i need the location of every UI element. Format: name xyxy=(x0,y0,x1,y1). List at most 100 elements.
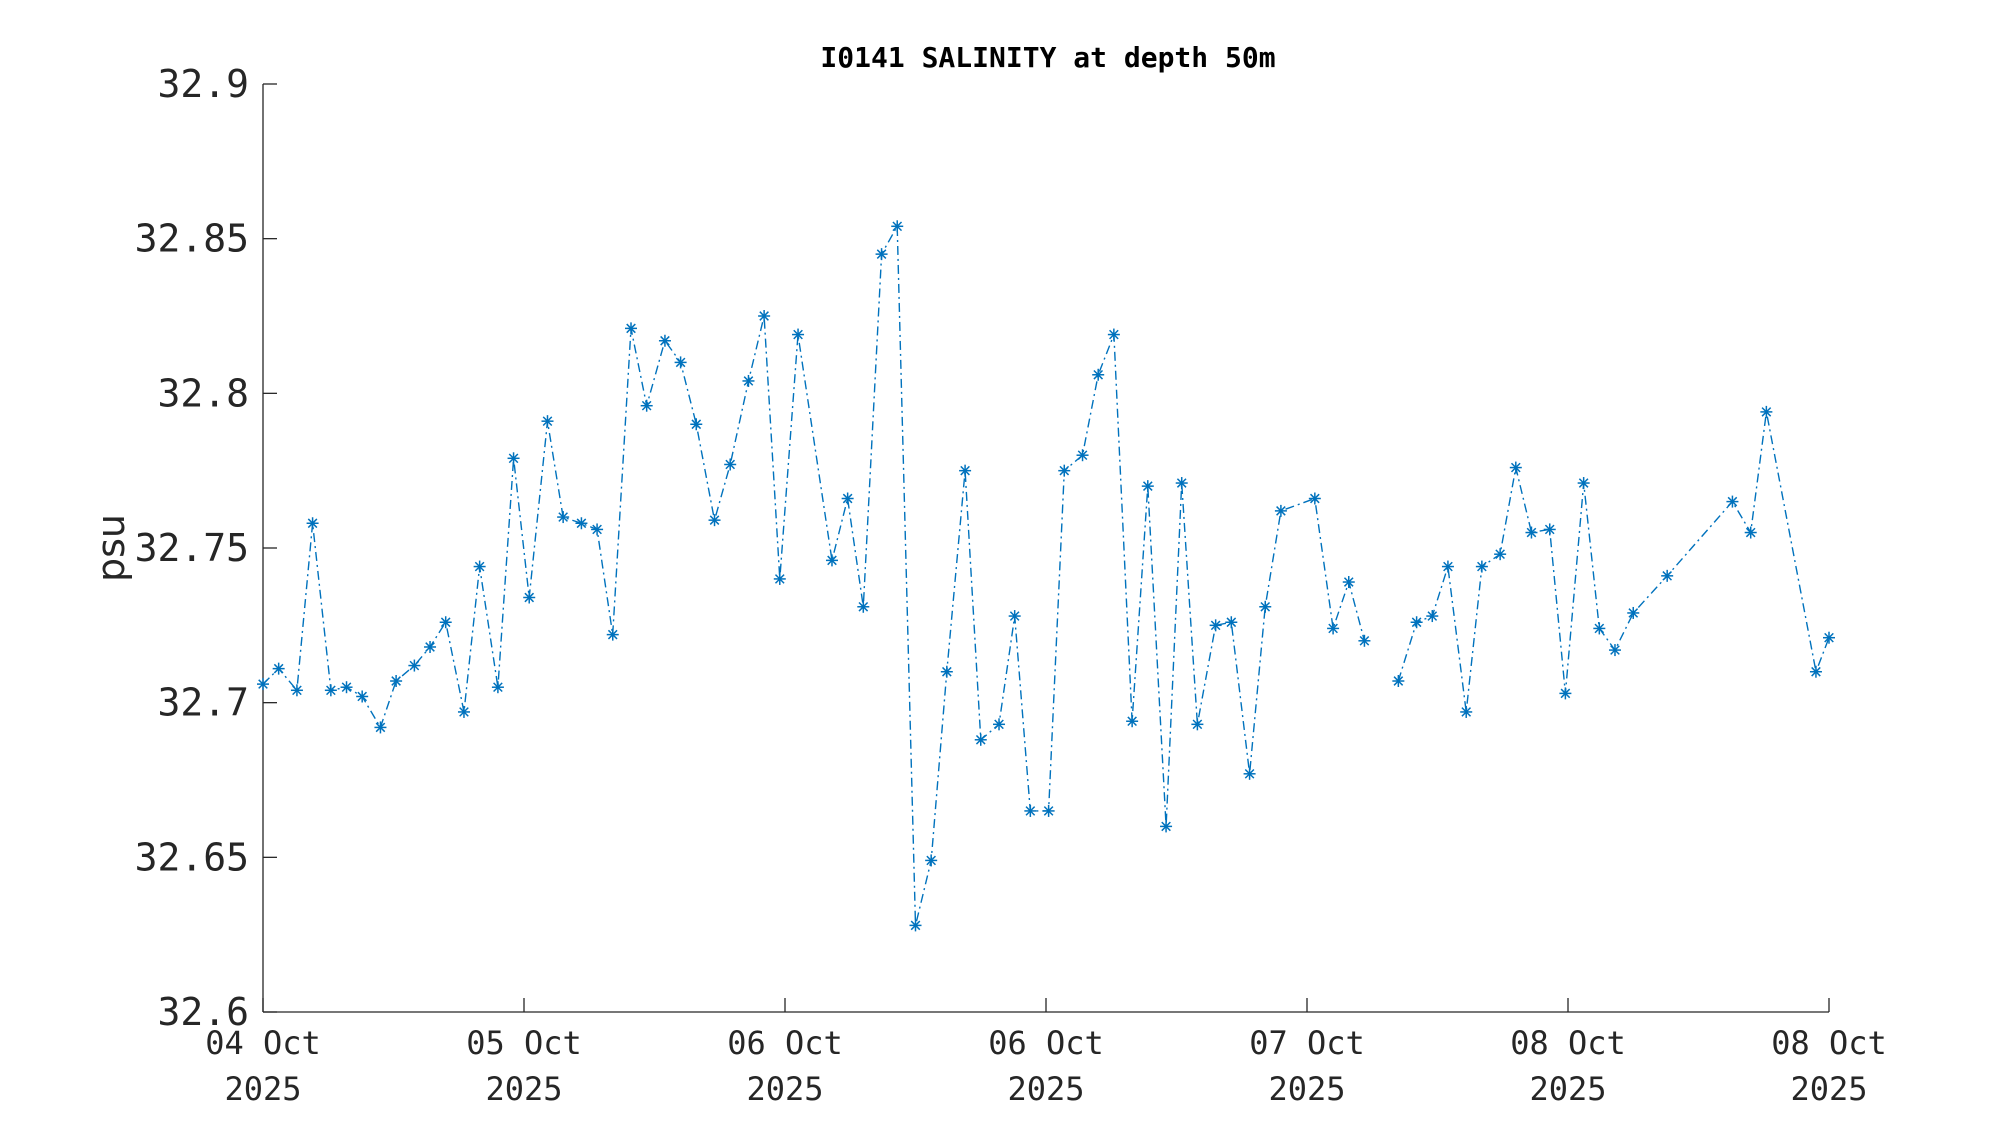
data-point xyxy=(640,399,653,412)
data-point xyxy=(841,492,854,505)
data-point xyxy=(356,690,369,703)
data-point xyxy=(290,684,303,697)
plot-area xyxy=(257,220,1835,932)
x-tick-label-date: 05 Oct xyxy=(466,1024,582,1062)
data-point xyxy=(742,374,755,387)
y-tick-label: 32.85 xyxy=(135,217,249,261)
data-point xyxy=(1175,477,1188,490)
x-tick-label-year: 2025 xyxy=(1268,1070,1345,1108)
data-point xyxy=(1744,526,1757,539)
data-point xyxy=(457,705,470,718)
x-tick-label-year: 2025 xyxy=(224,1070,301,1108)
data-point xyxy=(1726,495,1739,508)
data-point xyxy=(1593,622,1606,635)
x-tick-label-date: 04 Oct xyxy=(205,1024,321,1062)
data-point xyxy=(925,854,938,867)
x-tick-label-date: 08 Oct xyxy=(1510,1024,1626,1062)
data-point xyxy=(1392,675,1405,688)
data-point xyxy=(792,328,805,341)
data-point xyxy=(875,248,888,261)
x-tick-label-year: 2025 xyxy=(1529,1070,1606,1108)
data-point xyxy=(257,678,269,691)
chart-title: I0141 SALINITY at depth 50m xyxy=(820,41,1275,74)
data-point xyxy=(891,220,904,233)
data-point xyxy=(674,356,687,369)
data-point xyxy=(1126,715,1139,728)
data-point xyxy=(541,415,554,428)
data-point xyxy=(909,919,922,932)
data-point xyxy=(1243,767,1256,780)
data-point xyxy=(473,560,486,573)
data-point xyxy=(1209,619,1222,632)
data-point xyxy=(1410,616,1423,629)
data-point xyxy=(724,458,737,471)
data-point xyxy=(374,721,387,734)
data-point xyxy=(1809,665,1822,678)
series-line xyxy=(1397,411,1830,712)
x-tick-label-date: 06 Oct xyxy=(727,1024,843,1062)
data-point xyxy=(1543,523,1556,536)
data-point xyxy=(1426,610,1439,623)
data-point xyxy=(507,452,520,465)
y-axis-label: psu xyxy=(89,514,133,582)
data-point xyxy=(625,322,638,335)
data-point xyxy=(1327,622,1340,635)
data-point xyxy=(340,681,353,694)
data-point xyxy=(1661,569,1674,582)
data-point xyxy=(940,665,953,678)
data-point xyxy=(758,310,771,322)
y-tick-label: 32.75 xyxy=(135,526,249,570)
data-point xyxy=(306,517,319,530)
data-point xyxy=(974,733,987,746)
data-point xyxy=(1076,449,1089,462)
x-axis-ticks: 04 Oct 2025 05 Oct 2025 06 Oct 2025 06 Oct 2025… xyxy=(205,998,1887,1108)
data-point xyxy=(857,600,870,613)
x-tick-label-year: 2025 xyxy=(485,1070,562,1108)
y-tick-label: 32.6 xyxy=(157,990,249,1034)
y-tick-label: 32.9 xyxy=(157,62,249,106)
data-point xyxy=(1358,634,1371,647)
data-point xyxy=(773,572,786,585)
data-point xyxy=(1160,820,1173,833)
data-point xyxy=(1559,687,1572,700)
y-tick-label: 32.8 xyxy=(157,371,249,415)
data-point xyxy=(825,554,838,567)
data-point xyxy=(557,511,570,524)
data-point xyxy=(1342,576,1355,589)
data-point xyxy=(959,464,972,477)
data-point xyxy=(1107,328,1120,341)
axes xyxy=(262,84,1829,1013)
data-point xyxy=(1225,616,1238,629)
data-point xyxy=(1608,644,1621,657)
data-point xyxy=(658,334,671,347)
data-point xyxy=(390,675,403,688)
data-point xyxy=(1460,705,1473,718)
data-point xyxy=(1760,405,1773,418)
data-point xyxy=(1191,718,1204,731)
y-tick-label: 32.65 xyxy=(135,835,249,879)
data-point xyxy=(1509,461,1522,474)
data-point xyxy=(408,659,421,672)
data-point xyxy=(324,684,337,697)
x-tick-label-date: 06 Oct xyxy=(988,1024,1104,1062)
data-point xyxy=(1627,606,1640,619)
y-tick-label: 32.7 xyxy=(157,681,249,725)
data-point xyxy=(1308,492,1321,505)
data-point xyxy=(1577,477,1590,490)
data-point xyxy=(1494,548,1507,561)
data-point xyxy=(1058,464,1071,477)
data-point xyxy=(424,640,437,653)
x-tick-label-year: 2025 xyxy=(1790,1070,1867,1108)
data-point xyxy=(272,662,285,675)
x-tick-label-date: 08 Oct xyxy=(1771,1024,1887,1062)
data-point xyxy=(1525,526,1538,539)
data-point xyxy=(1141,480,1154,493)
data-point xyxy=(523,591,536,604)
data-point xyxy=(491,681,504,694)
data-point xyxy=(1259,600,1272,613)
data-point xyxy=(708,514,721,527)
data-point xyxy=(439,616,452,629)
data-point xyxy=(1024,804,1037,817)
data-point xyxy=(1008,610,1021,623)
